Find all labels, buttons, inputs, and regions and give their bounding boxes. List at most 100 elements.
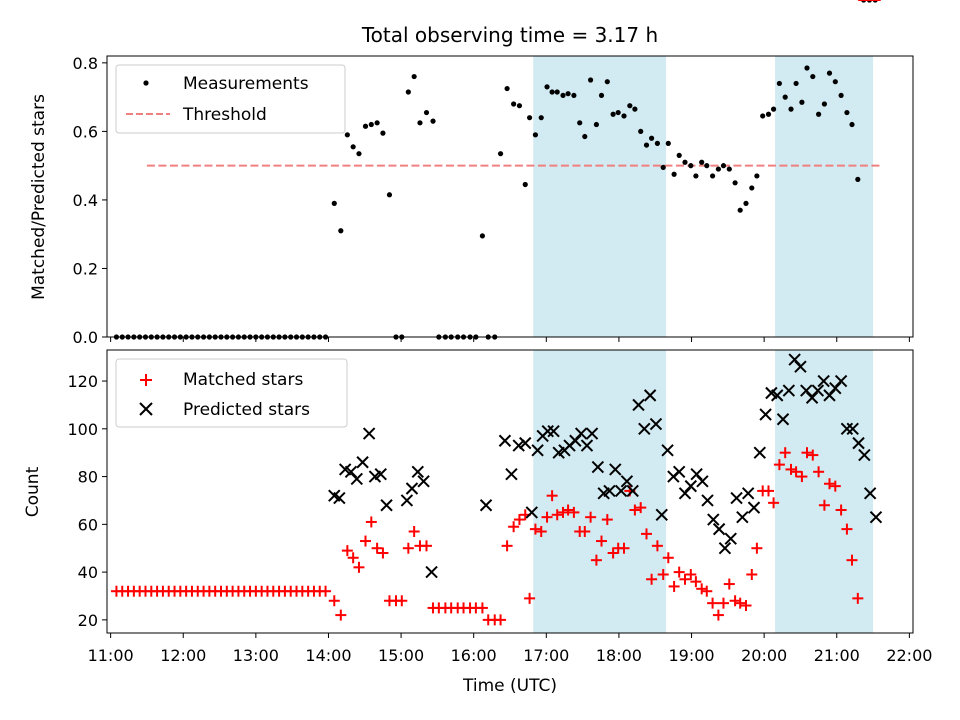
bottom-predicted-points <box>328 353 883 579</box>
matched-point <box>690 576 702 588</box>
measurement-point <box>793 80 799 87</box>
matched-point <box>595 535 607 547</box>
y-tick-label: 20 <box>78 611 98 630</box>
predicted-point <box>591 460 605 474</box>
measurement-point <box>648 135 655 141</box>
x-tick-label: 18:00 <box>596 646 642 665</box>
predicted-point <box>541 424 554 438</box>
matched-point <box>508 521 520 533</box>
matched-point <box>829 480 841 492</box>
measurement-point <box>709 173 716 179</box>
predicted-point <box>531 444 544 457</box>
matched-point <box>335 609 347 621</box>
predicted-point <box>350 472 363 486</box>
matched-point <box>353 561 365 573</box>
measurement-point <box>855 176 861 182</box>
measurement-point <box>765 111 772 117</box>
measurement-point <box>417 120 423 126</box>
measurement-point <box>799 99 805 105</box>
y-tick-label: 0.2 <box>73 259 98 278</box>
measurement-point <box>638 128 644 134</box>
measurement-point <box>565 91 571 97</box>
matched-point <box>651 540 663 552</box>
legend-measurements-label: Measurements <box>183 74 309 94</box>
matched-point <box>347 552 359 564</box>
top-shaded-regions <box>533 56 874 337</box>
measurement-point <box>693 173 699 179</box>
bottom-legend-box <box>115 358 348 428</box>
top-y-ticks: 0.0 0.2 0.4 0.6 0.8 <box>73 54 107 347</box>
measurement-point <box>643 142 650 148</box>
legend-predicted-label: Predicted stars <box>183 400 310 420</box>
predicted-point <box>747 501 761 514</box>
measurement-point <box>688 163 694 169</box>
measurement-point <box>593 121 600 128</box>
matched-point <box>813 466 825 478</box>
measurement-point <box>821 101 828 107</box>
matched-point <box>662 552 674 564</box>
matched-point <box>501 540 513 552</box>
measurement-point <box>527 115 533 121</box>
measurement-point <box>832 79 838 85</box>
matched-point <box>579 526 591 538</box>
predicted-point <box>638 422 651 436</box>
top-legend-box <box>115 64 346 134</box>
predicted-point <box>620 475 634 488</box>
matched-point <box>701 585 713 597</box>
legend-predicted-marker <box>139 402 153 416</box>
measurement-point <box>511 101 517 107</box>
x-tick-label: 14:00 <box>305 646 351 665</box>
x-tick-label: 15:00 <box>378 646 424 665</box>
measurement-point <box>368 121 374 128</box>
predicted-point <box>771 389 784 402</box>
shaded-region <box>533 350 667 633</box>
measurement-point <box>538 115 544 121</box>
measurement-point <box>732 180 738 186</box>
measurement-point <box>610 111 616 117</box>
x-tick-label: 17:00 <box>523 646 569 665</box>
predicted-point <box>643 389 657 402</box>
predicted-point <box>817 374 830 388</box>
predicted-point <box>730 491 743 505</box>
measurement-point <box>544 84 550 90</box>
measurement-point <box>411 73 417 80</box>
bottom-panel: 20 40 60 80 100 120 11:00 12:00 13:00 14:00 15:00… <box>23 0 932 696</box>
matched-point <box>763 485 775 497</box>
measurement-point <box>479 233 486 239</box>
matched-point <box>673 566 685 578</box>
measurement-point <box>588 77 594 83</box>
predicted-point <box>603 484 616 498</box>
y-tick-label: 0.4 <box>73 191 98 210</box>
measurement-point <box>598 92 605 99</box>
predicted-point <box>400 494 414 507</box>
matched-point <box>723 578 735 590</box>
y-tick-label: 40 <box>78 563 98 582</box>
predicted-point <box>425 565 438 579</box>
matched-point <box>402 542 414 554</box>
measurement-point <box>749 185 755 191</box>
matched-point <box>360 535 372 547</box>
measurement-point <box>380 130 386 136</box>
predicted-point <box>852 436 865 450</box>
measurement-point <box>682 159 688 165</box>
predicted-point <box>701 494 714 507</box>
matched-point <box>807 449 819 461</box>
bottom-shaded-regions <box>533 350 874 633</box>
measurement-point <box>374 120 380 126</box>
measurement-point <box>704 163 710 169</box>
predicted-point <box>684 479 698 493</box>
predicted-point <box>505 467 518 481</box>
measurement-point <box>665 140 671 146</box>
matched-point <box>585 511 597 523</box>
predicted-point <box>649 417 663 431</box>
predicted-point <box>712 522 726 536</box>
measurement-point <box>671 171 677 177</box>
matched-point <box>717 597 729 609</box>
predicted-point <box>858 448 871 462</box>
y-tick-label: 0.8 <box>73 54 98 73</box>
measurement-point <box>726 166 732 172</box>
measurement-point <box>699 159 705 165</box>
measurement-point <box>386 192 393 198</box>
measurement-point <box>621 113 627 119</box>
measurement-point <box>522 181 528 188</box>
